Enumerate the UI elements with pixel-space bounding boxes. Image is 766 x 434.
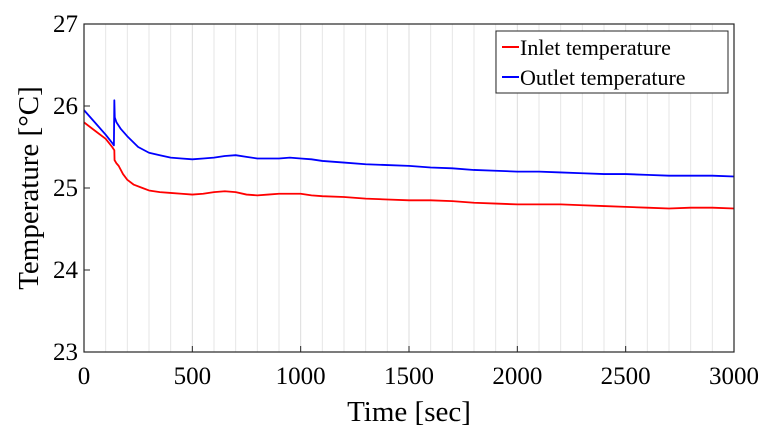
- legend-box: [495, 30, 729, 94]
- x-tick-label: 1500: [384, 363, 434, 390]
- y-axis-title: Temperature [°C]: [13, 86, 45, 290]
- y-tick-label: 26: [53, 93, 78, 120]
- legend-label-outlet: Outlet temperature: [520, 65, 686, 90]
- grid: [105, 24, 713, 352]
- series-line-inlet: [83, 121, 735, 210]
- y-tick-label: 25: [53, 175, 78, 202]
- x-tick-label: 500: [174, 363, 212, 390]
- legend: Inlet temperature Outlet temperature: [495, 30, 729, 94]
- legend-label-inlet: Inlet temperature: [520, 35, 671, 60]
- x-tick-label: 0: [78, 363, 91, 390]
- y-tick-label: 27: [53, 11, 78, 38]
- ticks: 0 500 1000 1500 2000 2500 3000 23 24 25 26 27: [53, 11, 759, 390]
- y-tick-label: 23: [53, 339, 78, 366]
- series-layer: [83, 99, 735, 210]
- x-axis-title: Time [sec]: [347, 396, 471, 428]
- y-tick-label: 24: [53, 257, 79, 284]
- x-tick-label: 2500: [601, 363, 651, 390]
- x-tick-label: 1000: [276, 363, 326, 390]
- x-tick-label: 2000: [492, 363, 542, 390]
- series-line-outlet: [83, 99, 735, 178]
- x-tick-label: 3000: [709, 363, 759, 390]
